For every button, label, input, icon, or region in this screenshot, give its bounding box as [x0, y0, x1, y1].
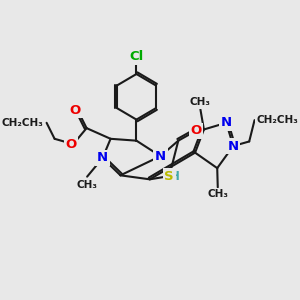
Text: O: O: [65, 138, 77, 151]
Text: CH₂CH₃: CH₂CH₃: [2, 118, 43, 128]
Text: N: N: [228, 140, 239, 152]
Text: CH₂CH₃: CH₂CH₃: [257, 115, 298, 125]
Text: N: N: [97, 152, 108, 164]
Text: O: O: [70, 103, 81, 116]
Text: Cl: Cl: [129, 50, 144, 63]
Text: CH₃: CH₃: [207, 190, 228, 200]
Text: N: N: [221, 116, 232, 129]
Text: CH₃: CH₃: [190, 97, 211, 107]
Text: H: H: [169, 170, 179, 183]
Text: CH₃: CH₃: [76, 180, 98, 190]
Text: N: N: [155, 150, 166, 163]
Text: S: S: [164, 169, 174, 183]
Text: O: O: [190, 124, 202, 137]
